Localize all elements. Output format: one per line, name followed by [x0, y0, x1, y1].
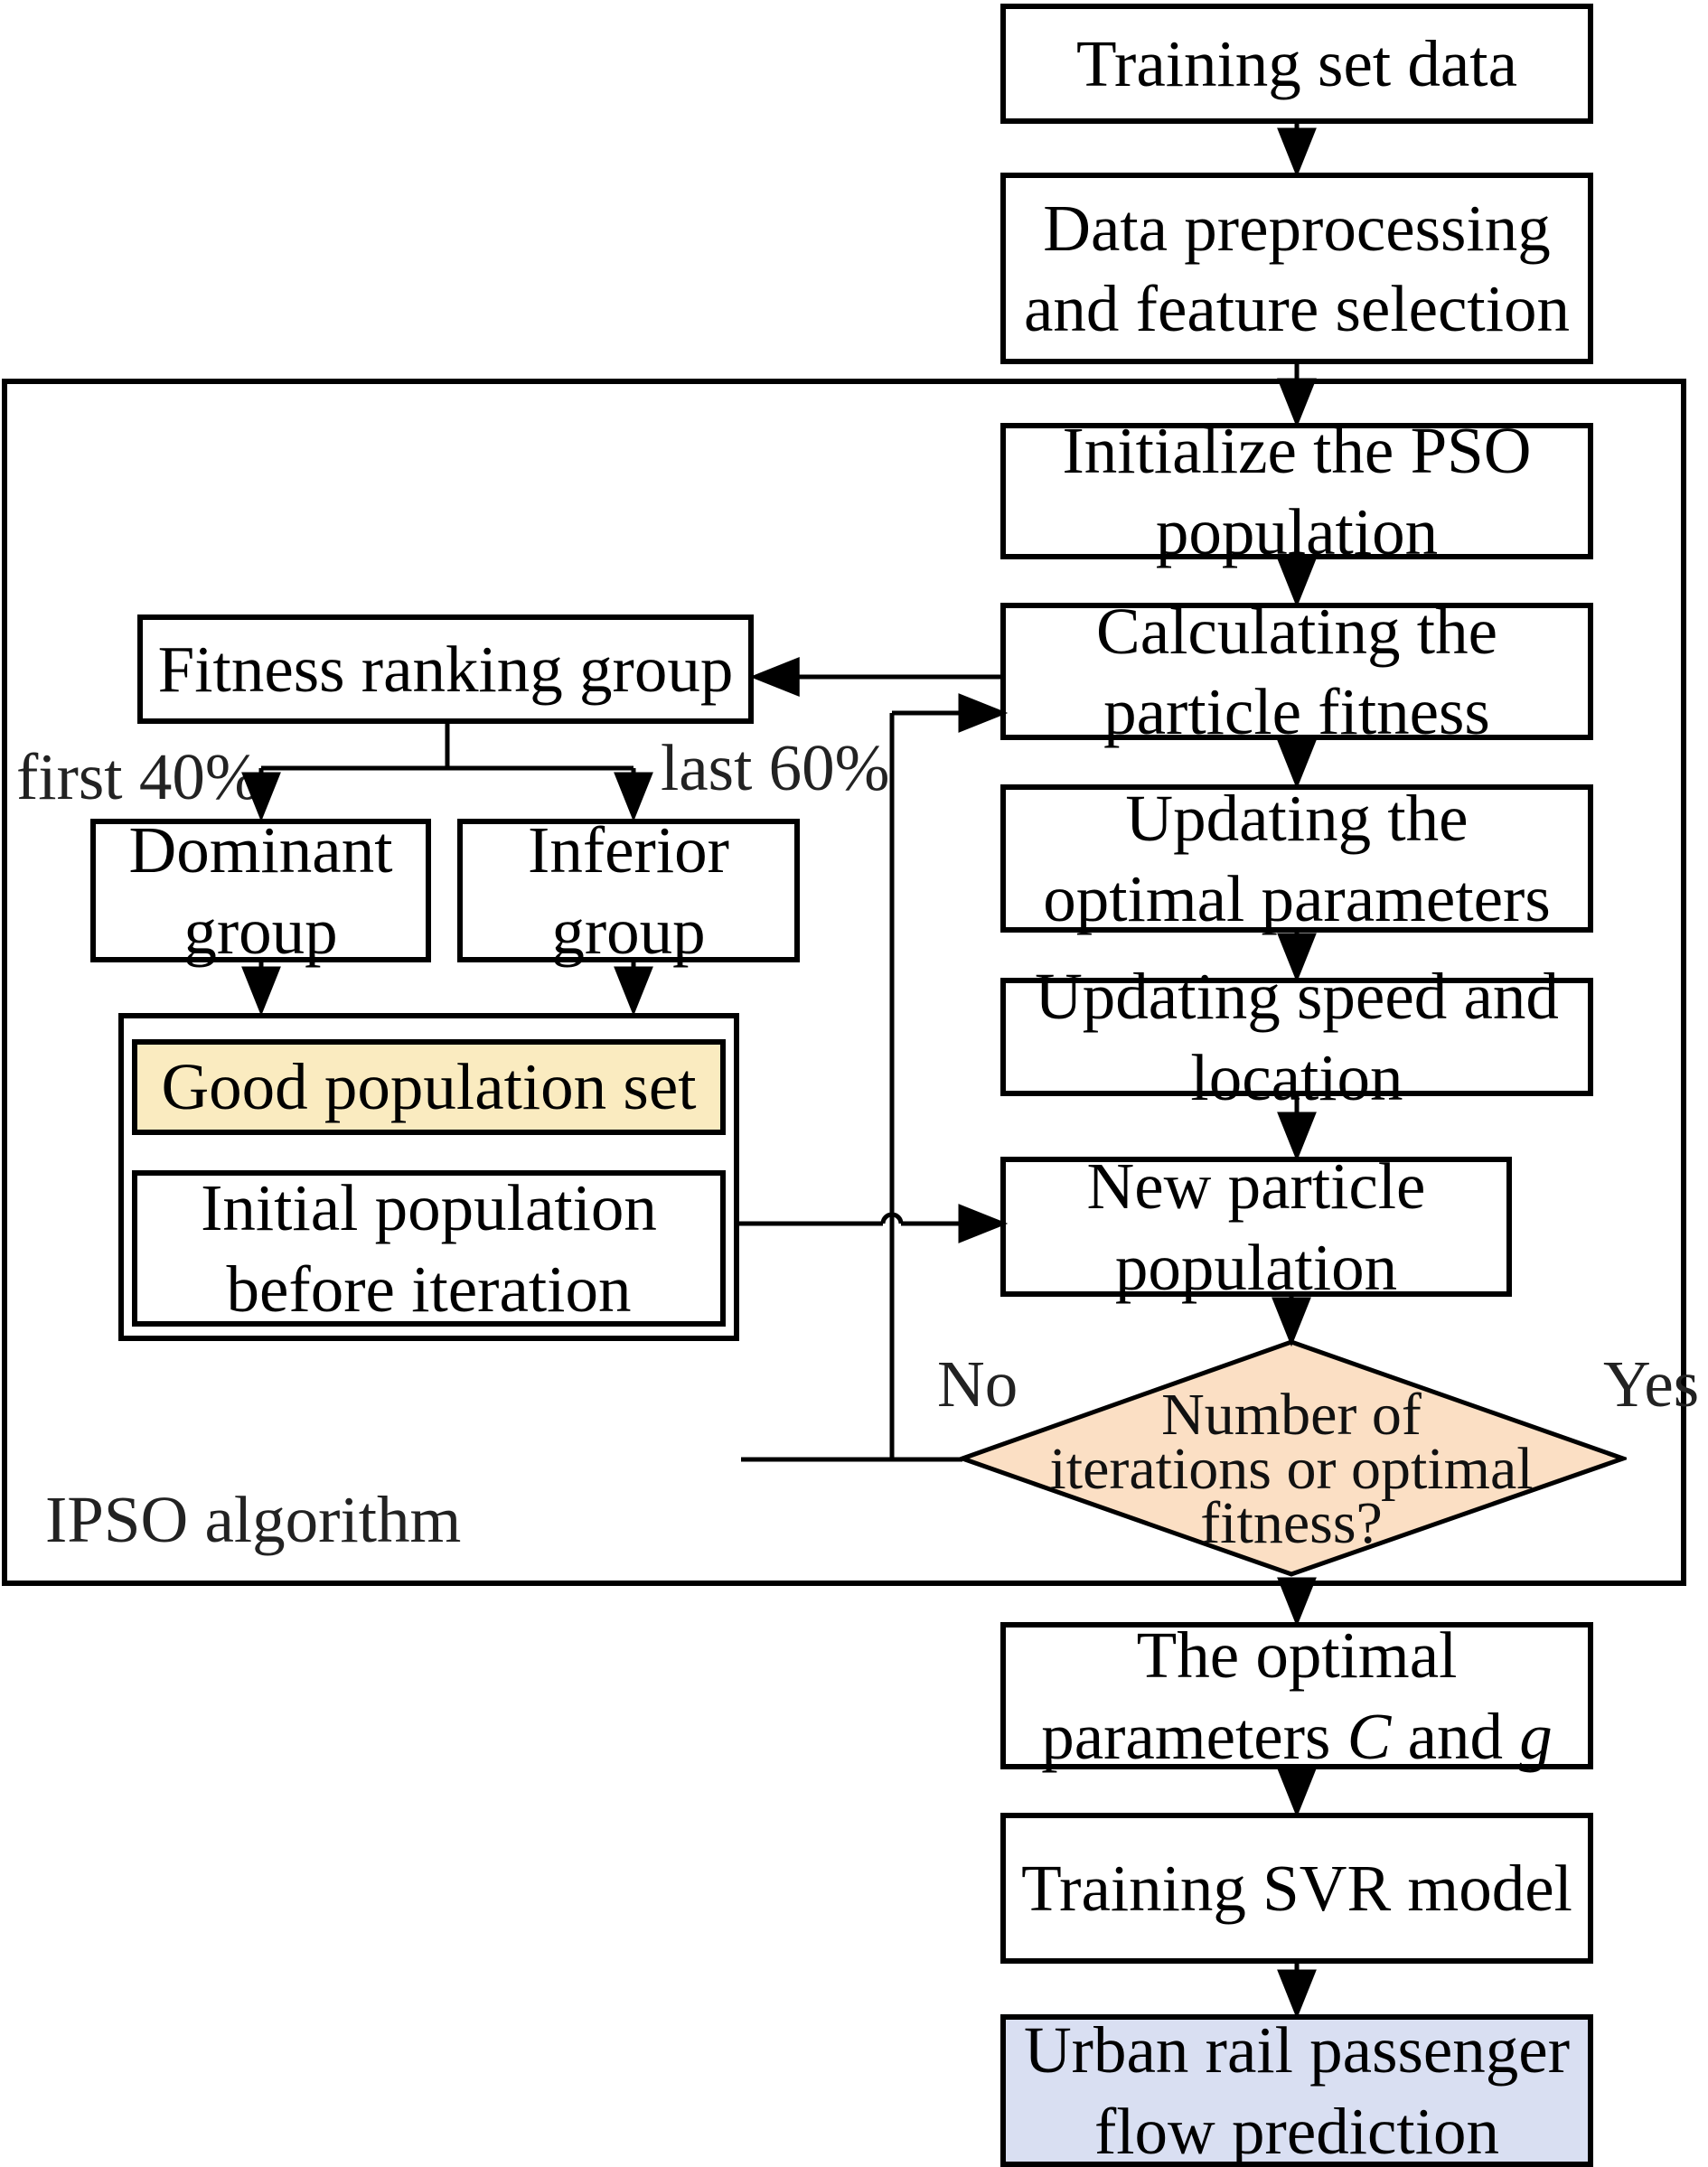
svg-text:fitness?: fitness? — [1200, 1490, 1383, 1556]
